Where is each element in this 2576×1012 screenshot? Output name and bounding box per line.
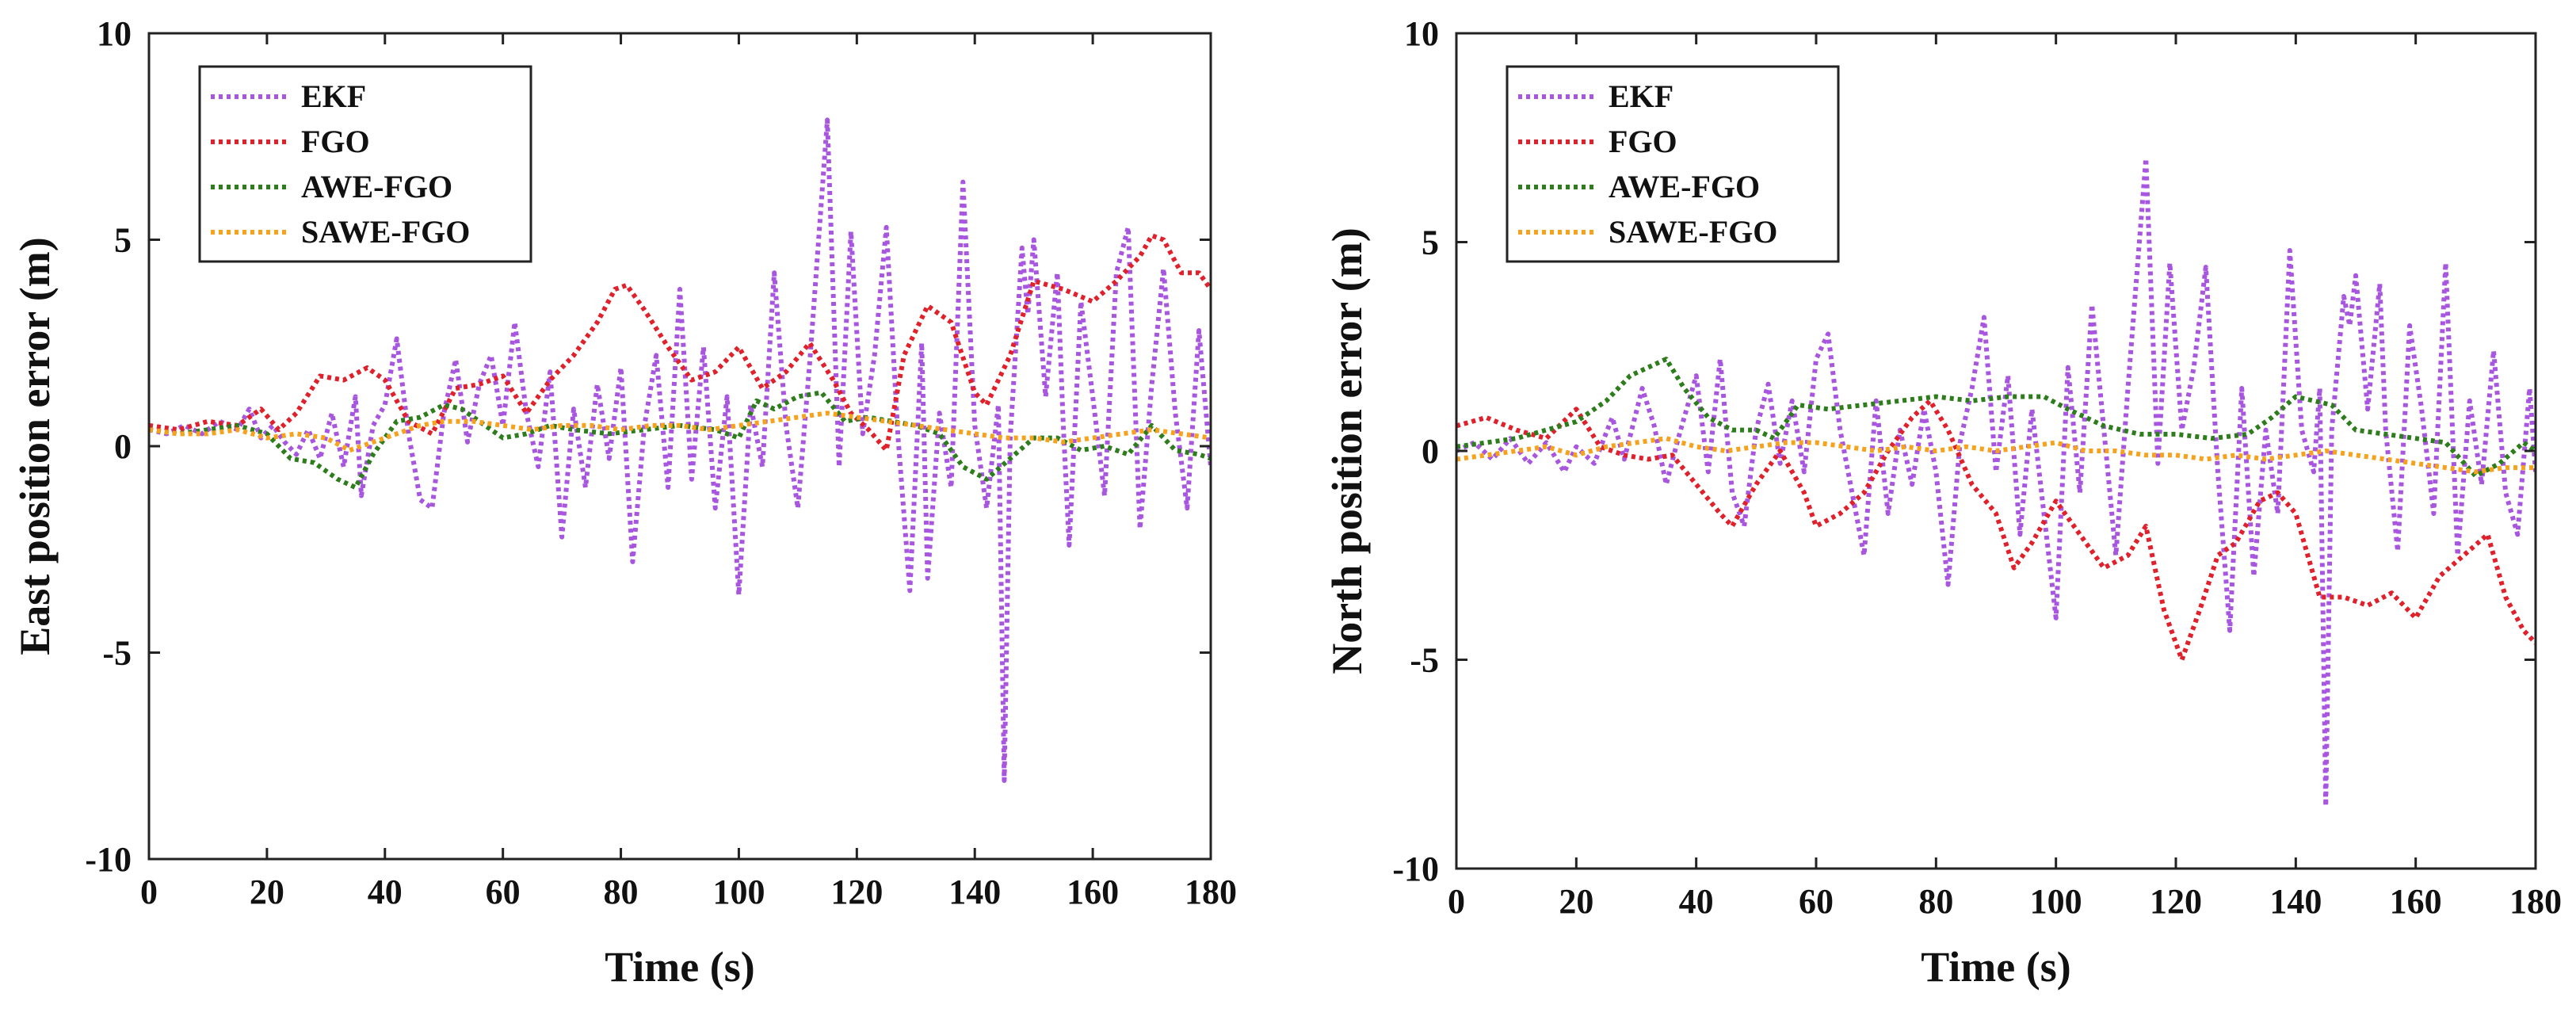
series-lines [149, 117, 1211, 783]
x-tick-label: 120 [2150, 882, 2202, 921]
y-tick-label: 5 [1422, 223, 1439, 262]
x-tick-label: 0 [140, 873, 158, 911]
x-tick-label: 60 [1799, 882, 1834, 921]
y-axis-label: North position error (m) [1323, 227, 1371, 674]
y-tick-label: 10 [1404, 14, 1439, 53]
legend-box [198, 65, 532, 263]
x-tick-label: 180 [1185, 873, 1237, 911]
legend-label-awe-fgo: AWE-FGO [301, 169, 452, 204]
x-tick-label: 180 [2509, 882, 2562, 921]
north-error-panel: 0 20 40 60 80 100 120 140 160 180 -10 -5 0 5 10 Time (s… [1323, 14, 2562, 991]
x-tick-label: 80 [1918, 882, 1953, 921]
x-tick-label: 120 [830, 873, 883, 911]
x-tick-label: 100 [2030, 882, 2082, 921]
x-tick-label: 0 [1448, 882, 1465, 921]
x-tick-label: 140 [948, 873, 1001, 911]
legend-label-awe-fgo: AWE-FGO [1609, 169, 1760, 204]
y-tick-label: 0 [114, 427, 132, 466]
series-line-awe-fgo [1456, 357, 2536, 479]
legend-label-ekf: EKF [301, 78, 366, 114]
legend: EKF FGO AWE-FGO SAWE-FGO [1506, 65, 1840, 263]
legend: EKF FGO AWE-FGO SAWE-FGO [198, 65, 532, 263]
series-line-fgo [1456, 398, 2536, 663]
legend-label-fgo: FGO [1609, 124, 1677, 159]
y-tick-label: -5 [102, 634, 132, 673]
x-tick-label: 20 [1559, 882, 1593, 921]
y-tick-label: -10 [85, 840, 132, 879]
x-axis-label: Time (s) [1921, 943, 2070, 991]
x-tick-label: 80 [604, 873, 639, 911]
legend-box [1506, 65, 1840, 263]
x-tick-label: 40 [1679, 882, 1714, 921]
series-line-fgo [149, 233, 1211, 453]
y-tick-label: 10 [97, 14, 132, 53]
series-line-sawe-fgo [1456, 436, 2536, 475]
y-tick-label: 0 [1422, 432, 1439, 471]
y-tick-label: -10 [1392, 850, 1439, 888]
legend-label-ekf: EKF [1609, 78, 1673, 114]
x-tick-label: 40 [368, 873, 403, 911]
y-axis-label: East position error (m) [11, 237, 59, 655]
series-lines [1456, 156, 2536, 808]
x-tick-label: 160 [2390, 882, 2442, 921]
y-tick-label: -5 [1410, 641, 1439, 680]
y-tick-label: 5 [114, 221, 132, 260]
series-line-sawe-fgo [149, 411, 1211, 453]
legend-label-sawe-fgo: SAWE-FGO [301, 214, 470, 250]
x-tick-label: 20 [250, 873, 284, 911]
x-tick-label: 100 [712, 873, 765, 911]
series-line-awe-fgo [149, 390, 1211, 491]
east-error-panel: 0 20 40 60 80 100 120 140 160 180 -10 -5 0 5 10 Time (s… [11, 14, 1237, 991]
x-tick-label: 140 [2269, 882, 2322, 921]
x-tick-label: 160 [1067, 873, 1119, 911]
x-tick-label: 60 [486, 873, 521, 911]
legend-label-sawe-fgo: SAWE-FGO [1609, 214, 1777, 250]
legend-label-fgo: FGO [301, 124, 370, 159]
x-axis-label: Time (s) [605, 943, 754, 991]
